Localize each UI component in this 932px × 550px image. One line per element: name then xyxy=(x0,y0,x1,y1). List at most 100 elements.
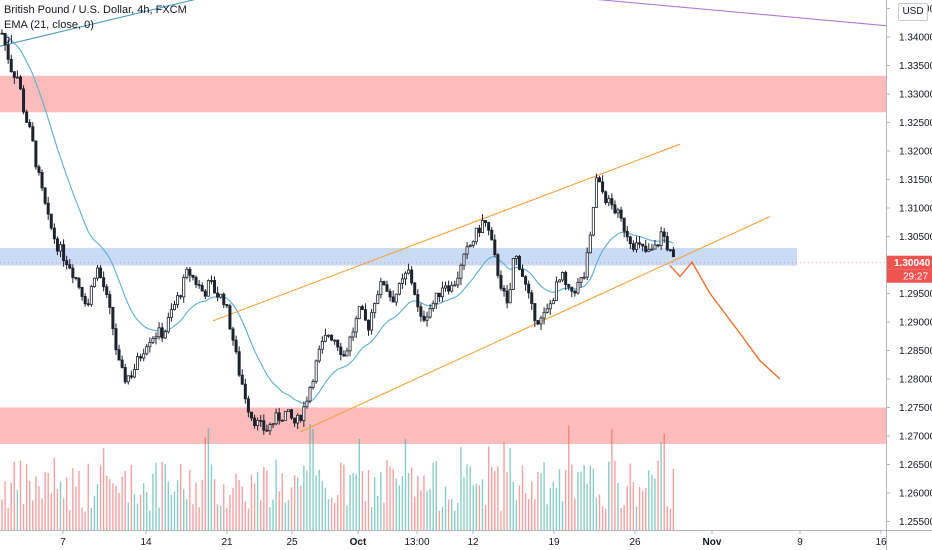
price-tick-label: 1.34000 xyxy=(899,33,932,44)
countdown-label: 29:27 xyxy=(903,272,928,283)
candle-body xyxy=(299,414,303,421)
volume-bar xyxy=(38,486,40,530)
volume-bar xyxy=(65,477,68,530)
candle-body xyxy=(176,295,180,305)
volume-bar xyxy=(423,475,425,530)
drawings-layer xyxy=(0,0,887,433)
volume-bar xyxy=(367,469,370,530)
candle-body xyxy=(169,309,173,318)
candle-body xyxy=(99,267,103,279)
candle-body xyxy=(302,406,306,421)
candle-body xyxy=(206,280,210,297)
candle-body xyxy=(172,304,176,311)
time-axis-bg xyxy=(0,530,886,550)
candle-body xyxy=(243,383,247,400)
volume-bar xyxy=(352,472,354,530)
volume-bar xyxy=(620,508,622,530)
candle-body xyxy=(216,292,220,298)
volume-bar xyxy=(337,494,339,530)
candle-body xyxy=(166,317,170,333)
volume-bar xyxy=(500,511,502,530)
volume-bar xyxy=(210,464,213,530)
volume-bar xyxy=(641,490,644,530)
volume-bar xyxy=(401,475,404,530)
volume-bar xyxy=(386,460,388,530)
volume-bar xyxy=(109,478,111,530)
volume-bar xyxy=(586,484,588,530)
volume-bar xyxy=(293,475,296,530)
volume-bar xyxy=(417,476,419,530)
volume-bar xyxy=(592,468,595,530)
candle-body xyxy=(339,346,343,356)
volume-bar xyxy=(478,485,481,530)
volume-bar xyxy=(571,464,573,530)
candle-body xyxy=(407,269,411,274)
candle-body xyxy=(286,409,290,413)
candle-body xyxy=(120,359,124,368)
volume-bar xyxy=(595,497,598,530)
volume-bar xyxy=(90,507,93,530)
price-tick-label: 1.31000 xyxy=(899,204,932,215)
candle-body xyxy=(557,279,561,283)
volume-bar xyxy=(170,494,173,530)
volume-bar xyxy=(654,478,656,530)
volume-bar xyxy=(614,460,616,530)
volume-bar xyxy=(152,473,154,530)
volume-bar xyxy=(389,466,391,530)
volume-bar xyxy=(312,428,314,530)
volume-bar xyxy=(503,442,505,530)
volume-bar xyxy=(321,481,324,530)
currency-button[interactable]: USD xyxy=(898,3,928,21)
candle-body xyxy=(262,420,266,431)
current-price-label: 1.30040 xyxy=(894,258,931,269)
volume-bar xyxy=(515,499,518,530)
volume-bar xyxy=(99,465,102,530)
volume-bar xyxy=(450,499,453,530)
candle-body xyxy=(517,255,521,270)
candle-body xyxy=(357,306,361,320)
channel-upper-line xyxy=(212,143,681,322)
candle-body xyxy=(610,198,614,206)
candle-body xyxy=(348,336,352,352)
candle-body xyxy=(453,284,457,287)
candle-body xyxy=(570,286,574,292)
candle-body xyxy=(62,244,66,261)
candle-body xyxy=(308,387,312,402)
candle-body xyxy=(594,177,598,208)
candle-body xyxy=(132,368,136,378)
volume-bar xyxy=(466,464,468,530)
volume-bar xyxy=(84,511,86,530)
candle-body xyxy=(74,277,78,279)
candle-body xyxy=(95,267,99,279)
volume-bar xyxy=(469,466,471,530)
volume-bar xyxy=(204,437,206,530)
candle-body xyxy=(564,272,568,285)
candle-body xyxy=(514,255,518,259)
candle-body xyxy=(354,318,358,333)
candle-body xyxy=(499,275,503,289)
volume-bar xyxy=(56,489,59,530)
candle-body xyxy=(656,244,660,247)
volume-bar xyxy=(300,485,302,530)
candle-body xyxy=(246,398,250,413)
candle-body xyxy=(191,274,195,278)
volume-bar xyxy=(69,510,71,530)
volume-bar xyxy=(72,468,74,530)
legend-third-line: pl xyxy=(4,34,13,46)
volume-bar xyxy=(22,504,25,530)
volume-bar xyxy=(272,499,274,530)
volume-bar xyxy=(35,476,37,530)
candle-body xyxy=(268,424,272,432)
candle-body xyxy=(18,76,22,90)
volume-bar xyxy=(32,500,34,530)
volume-bar xyxy=(256,472,259,530)
volume-bar xyxy=(121,476,123,530)
time-tick-label: 21 xyxy=(221,537,233,548)
candle-body xyxy=(440,287,444,298)
candle-body xyxy=(376,294,380,304)
volume-bar xyxy=(361,471,364,530)
volume-bar xyxy=(524,492,527,530)
candle-body xyxy=(659,231,663,246)
volume-bar xyxy=(534,499,536,530)
